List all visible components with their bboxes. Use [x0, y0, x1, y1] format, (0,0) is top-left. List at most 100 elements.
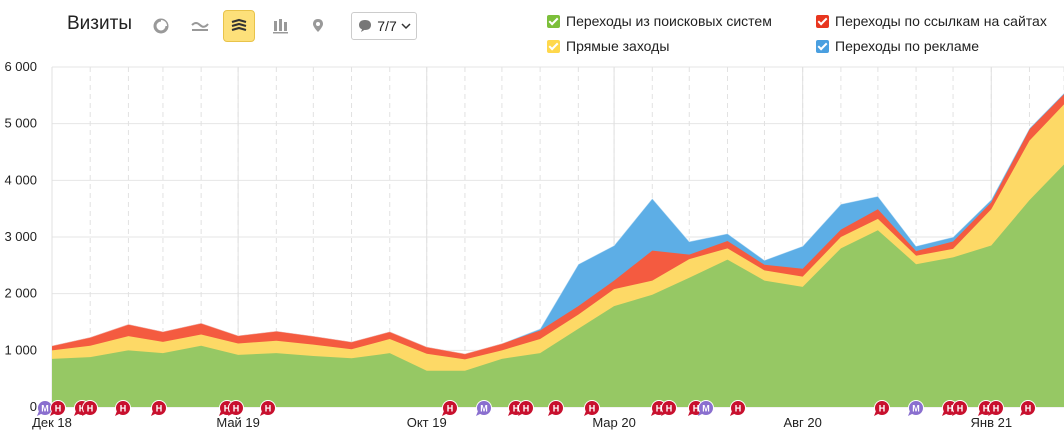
comment-icon — [359, 20, 372, 32]
event-marker-icon — [1020, 400, 1036, 416]
event-marker-icon — [476, 400, 492, 416]
event-marker-icon — [874, 400, 890, 416]
event-marker-tail — [730, 411, 736, 416]
event-marker-label: М — [480, 404, 488, 414]
event-marker-label: М — [41, 404, 49, 414]
event-marker-icon — [988, 400, 1004, 416]
event-marker-tail — [952, 411, 958, 416]
event-marker-label: Н — [553, 404, 560, 414]
event-marker-icon — [115, 400, 131, 416]
pie-chart-icon[interactable] — [145, 10, 177, 42]
line-chart-icon[interactable] — [184, 10, 216, 42]
event-marker-label: Н — [233, 404, 240, 414]
event-marker-icon — [952, 400, 968, 416]
event-marker-icon — [228, 400, 244, 416]
legend-item-links[interactable]: Переходы по ссылкам на сайтах — [816, 13, 1047, 29]
event-marker-tail — [908, 411, 914, 416]
event-marker-label: Н — [513, 404, 520, 414]
y-tick-label: 5 000 — [4, 116, 37, 131]
event-marker-tail — [37, 411, 43, 416]
y-tick-label: 0 — [30, 399, 37, 414]
page-title: Визиты — [67, 13, 132, 34]
event-marker-tail — [115, 411, 121, 416]
event-marker-label: М — [702, 404, 710, 414]
event-marker-tail — [1020, 411, 1026, 416]
event-marker-tail — [508, 411, 514, 416]
x-tick-label: Мар 20 — [592, 415, 636, 430]
checkbox-icon — [816, 14, 829, 28]
event-marker-label: Н — [265, 404, 272, 414]
event-marker-tail — [698, 411, 704, 416]
event-marker-tail — [988, 411, 994, 416]
event-marker-tail — [688, 411, 694, 416]
event-marker-label: Н — [983, 404, 990, 414]
annotations-count: 7/7 — [377, 18, 397, 34]
event-marker-tail — [219, 411, 225, 416]
event-marker-label: Н — [656, 404, 663, 414]
y-tick-label: 6 000 — [4, 59, 37, 74]
event-marker-label: Н — [735, 404, 742, 414]
event-marker-label: Н — [79, 404, 86, 414]
event-marker-tail — [228, 411, 234, 416]
event-marker-tail — [978, 411, 984, 416]
event-marker-label: Н — [589, 404, 596, 414]
event-marker-tail — [518, 411, 524, 416]
event-marker-icon — [151, 400, 167, 416]
map-icon[interactable] — [302, 10, 334, 42]
y-tick-label: 3 000 — [4, 229, 37, 244]
event-marker-icon — [908, 400, 924, 416]
event-marker-icon — [584, 400, 600, 416]
event-marker-icon — [661, 400, 677, 416]
event-marker-icon — [518, 400, 534, 416]
event-marker-tail — [651, 411, 657, 416]
chevron-down-icon — [401, 23, 411, 30]
x-tick-label: Дек 18 — [32, 415, 72, 430]
total-line — [51, 92, 1064, 355]
annotations-dropdown[interactable]: 7/7 — [351, 12, 417, 40]
event-marker-label: Н — [957, 404, 964, 414]
event-marker-label: Н — [55, 404, 62, 414]
legend-item-direct[interactable]: Прямые заходы — [547, 38, 669, 54]
event-marker-label: Н — [693, 404, 700, 414]
stacked-area-icon[interactable] — [223, 10, 255, 42]
event-marker-tail — [942, 411, 948, 416]
event-marker-icon — [260, 400, 276, 416]
event-marker-icon — [698, 400, 714, 416]
area-series — [52, 164, 1064, 407]
event-marker-icon — [442, 400, 458, 416]
checkbox-icon — [816, 39, 829, 53]
event-marker-label: Н — [879, 404, 886, 414]
y-tick-label: 2 000 — [4, 286, 37, 301]
checkbox-icon — [547, 14, 560, 28]
event-marker-icon — [730, 400, 746, 416]
event-marker-icon — [82, 400, 98, 416]
event-marker-tail — [74, 411, 80, 416]
event-marker-tail — [82, 411, 88, 416]
legend-item-ads[interactable]: Переходы по рекламе — [816, 38, 979, 54]
x-tick-label: Янв 21 — [971, 415, 1013, 430]
legend-item-search[interactable]: Переходы из поисковых систем — [547, 13, 772, 29]
event-marker-label: М — [912, 404, 920, 414]
y-tick-label: 4 000 — [4, 172, 37, 187]
event-marker-label: Н — [1025, 404, 1032, 414]
event-marker-tail — [260, 411, 266, 416]
x-tick-label: Май 19 — [216, 415, 260, 430]
event-marker-tail — [476, 411, 482, 416]
x-tick-label: Окт 19 — [407, 415, 447, 430]
y-tick-label: 1 000 — [4, 342, 37, 357]
event-marker-label: Н — [120, 404, 127, 414]
bar-chart-icon[interactable] — [264, 10, 296, 42]
event-marker-tail — [151, 411, 157, 416]
event-marker-label: Н — [666, 404, 673, 414]
event-marker-icon — [548, 400, 564, 416]
event-marker-label: Н — [523, 404, 530, 414]
event-marker-tail — [442, 411, 448, 416]
event-marker-tail — [50, 411, 56, 416]
event-marker-tail — [661, 411, 667, 416]
event-marker-tail — [548, 411, 554, 416]
event-marker-label: Н — [224, 404, 231, 414]
event-marker-label: Н — [993, 404, 1000, 414]
event-marker-label: Н — [156, 404, 163, 414]
event-marker-tail — [584, 411, 590, 416]
